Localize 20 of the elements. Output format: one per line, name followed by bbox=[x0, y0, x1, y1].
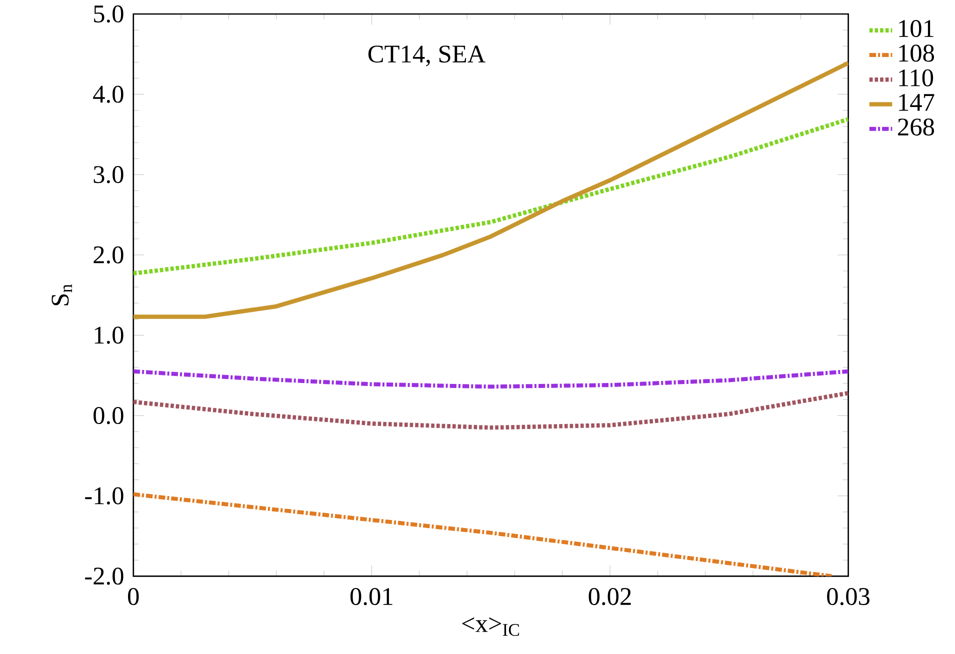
x-tick-label: 0.01 bbox=[350, 588, 392, 606]
y-tick-label: 5.0 bbox=[94, 6, 124, 23]
y-tick-label: 2.0 bbox=[94, 246, 124, 264]
legend-label: 110 bbox=[899, 70, 934, 87]
legend-label: 147 bbox=[899, 94, 934, 111]
y-axis-title: S$_{n}$ bbox=[52, 284, 72, 306]
x-tick-label: 0 bbox=[128, 588, 139, 606]
y-tick-label: 3.0 bbox=[94, 166, 124, 184]
y-tick-label: 4.0 bbox=[93, 86, 124, 104]
legend-label: 108 bbox=[899, 44, 934, 62]
y-tick-label: 1.0 bbox=[94, 326, 124, 344]
y-tick-label: -2.0 bbox=[85, 568, 124, 586]
x-tick-label: 0.02 bbox=[588, 588, 631, 606]
x-tick-label: 0.03 bbox=[827, 588, 870, 606]
y-tick-label: -1.0 bbox=[85, 488, 124, 505]
annotation: CT14, SEA bbox=[368, 46, 486, 66]
legend-label: 268 bbox=[898, 118, 934, 136]
legend-label: 101 bbox=[899, 20, 934, 38]
y-tick-label: 0.0 bbox=[94, 407, 124, 424]
x-axis-title: <x>$_{IC}$ bbox=[462, 618, 520, 636]
